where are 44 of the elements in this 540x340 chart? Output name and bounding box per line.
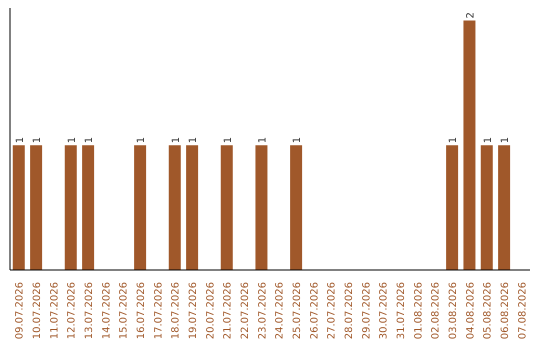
x-tick-label: 04.08.2026 <box>465 282 476 340</box>
x-tick-label: 27.07.2026 <box>326 282 338 340</box>
x-tick-label: 30.07.2026 <box>378 282 390 340</box>
data-label: 1 <box>188 136 200 144</box>
x-tick-label: 05.08.2026 <box>482 282 494 340</box>
data-label: 1 <box>32 136 44 144</box>
x-tick-label: 01.08.2026 <box>413 282 424 340</box>
x-tick-label: 26.07.2026 <box>309 282 320 340</box>
data-label: 1 <box>500 136 512 144</box>
data-label: 1 <box>257 136 268 144</box>
data-label: 2 <box>465 12 476 18</box>
x-tick-label: 14.07.2026 <box>101 282 112 340</box>
x-tick-label: 12.07.2026 <box>66 282 78 340</box>
x-tick-label: 13.07.2026 <box>84 282 95 340</box>
x-tick-label: 07.08.2026 <box>517 282 528 340</box>
data-label: 1 <box>292 136 304 144</box>
data-label: 1 <box>14 136 26 144</box>
x-tick-label: 25.07.2026 <box>292 282 303 340</box>
data-label: 1 <box>222 136 234 144</box>
x-tick-label: 06.08.2026 <box>500 282 511 340</box>
x-tick-label: 10.07.2026 <box>32 282 43 340</box>
x-tick-label: 18.07.2026 <box>170 282 182 340</box>
x-tick-label: 21.07.2026 <box>222 282 234 340</box>
x-tick-label: 31.07.2026 <box>396 282 407 340</box>
x-tick-label: 02.08.2026 <box>430 282 442 340</box>
data-label: 1 <box>482 136 494 144</box>
data-label: 1 <box>170 136 182 144</box>
x-tick-label: 20.07.2026 <box>205 282 216 340</box>
x-tick-label: 17.07.2026 <box>153 282 164 340</box>
x-tick-label: 09.07.2026 <box>14 282 26 340</box>
x-tick-label: 15.07.2026 <box>118 282 130 340</box>
x-tick-label: 29.07.2026 <box>361 282 372 340</box>
x-tick-label: 28.07.2026 <box>344 282 355 340</box>
x-tick-label: 16.07.2026 <box>136 282 147 340</box>
data-label: 1 <box>84 136 96 144</box>
x-tick-label: 11.07.2026 <box>49 282 60 340</box>
x-tick-label: 22.07.2026 <box>240 282 251 340</box>
data-label: 1 <box>66 136 78 144</box>
data-label: 1 <box>448 136 460 144</box>
data-label: 1 <box>136 136 148 144</box>
x-tick-label: 23.07.2026 <box>257 282 268 340</box>
x-tick-label: 19.07.2026 <box>188 282 199 340</box>
x-tick-label: 24.07.2026 <box>274 282 286 340</box>
x-tick-label: 03.08.2026 <box>448 282 459 340</box>
